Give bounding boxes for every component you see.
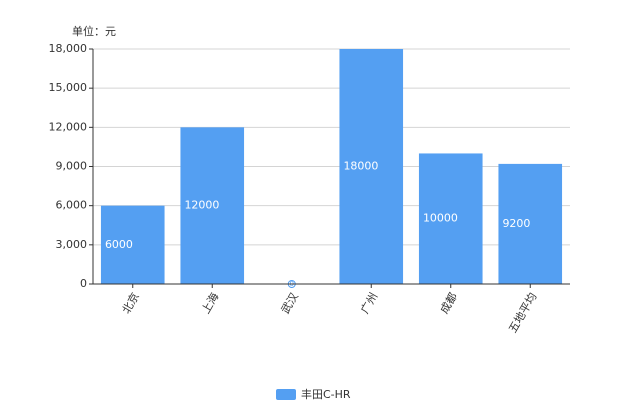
unit-label: 单位：元	[72, 24, 116, 38]
value-label: 9200	[502, 217, 530, 230]
value-label: 6000	[105, 238, 133, 251]
y-tick-label: 18,000	[49, 42, 88, 55]
x-tick-label: 五地平均	[506, 291, 539, 336]
y-tick-label: 0	[80, 277, 87, 290]
x-tick-label: 武汉	[279, 291, 301, 317]
value-label: 12000	[184, 199, 219, 212]
x-tick-label: 北京	[119, 290, 142, 316]
bar	[498, 163, 563, 284]
y-tick-label: 9,000	[56, 160, 88, 173]
y-tick-label: 15,000	[49, 81, 88, 94]
x-tick-label: 上海	[198, 290, 221, 316]
bar	[100, 205, 165, 284]
bar	[339, 49, 404, 284]
value-label: 18000	[343, 160, 378, 173]
y-tick-label: 6,000	[56, 199, 88, 212]
y-tick-label: 12,000	[49, 120, 88, 133]
x-tick-label: 成都	[438, 291, 460, 317]
y-tick-label: 3,000	[56, 238, 88, 251]
legend-swatch	[276, 389, 296, 400]
bar	[180, 127, 245, 284]
legend-label: 丰田C-HR	[301, 388, 351, 401]
x-tick-label: 广州	[358, 291, 380, 317]
bar	[418, 153, 483, 284]
value-label: 10000	[423, 212, 458, 225]
